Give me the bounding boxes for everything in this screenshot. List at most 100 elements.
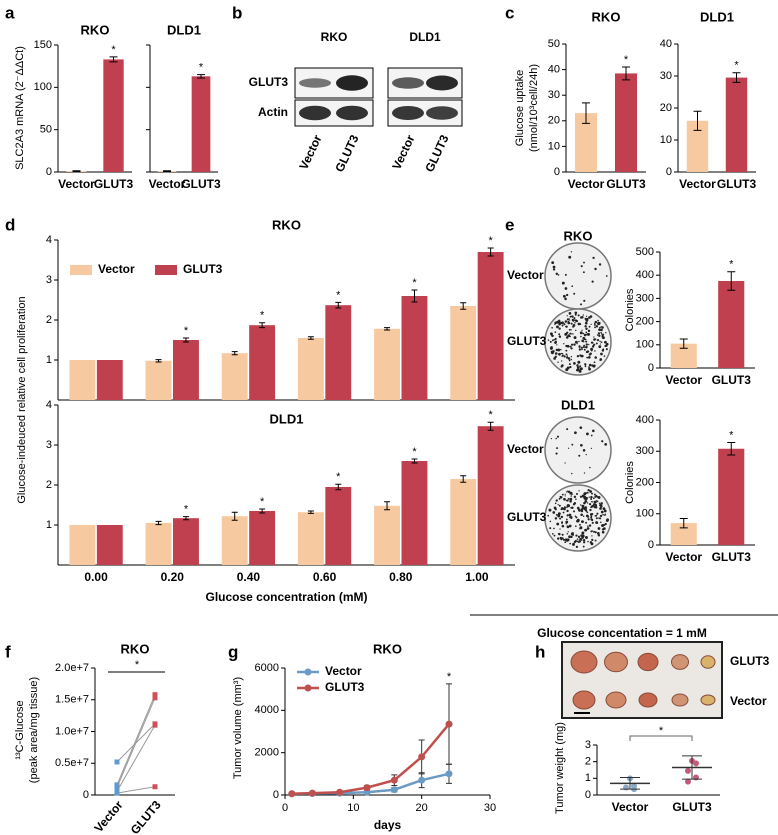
colony-dot [579, 365, 582, 368]
colony-dot [596, 339, 600, 342]
colony-dot [591, 512, 594, 516]
colony-dot [566, 344, 570, 348]
significance: * [184, 504, 189, 516]
colony-dot [571, 506, 574, 510]
bar [725, 77, 748, 172]
colony-dot [559, 348, 562, 351]
error-bar [732, 72, 741, 83]
y-tick-label: 1 [46, 519, 52, 531]
y-axis-label: ¹³C-Glucose [14, 700, 26, 759]
y-tick-label: 2 [585, 756, 591, 768]
colony-dot [587, 488, 590, 492]
colony-dot [604, 442, 608, 446]
colony-dot [598, 345, 602, 349]
colony-dot [584, 334, 587, 336]
significance: * [135, 659, 140, 671]
series-line [291, 772, 450, 795]
colony-dot [575, 498, 577, 500]
colony-dot [580, 504, 582, 506]
point [114, 759, 120, 765]
y-tick-label: 40 [548, 64, 560, 76]
x-tick-label: 0.40 [237, 570, 261, 584]
y-tick-label: 30 [548, 89, 560, 101]
colony-dot [603, 355, 606, 357]
colony-dot [600, 328, 603, 332]
colony-dot [587, 350, 590, 353]
colony-dot [573, 540, 577, 544]
pair-line [116, 697, 156, 788]
colony-dot [588, 366, 590, 369]
colony-dot [576, 519, 579, 523]
colony-dot [557, 361, 559, 363]
colony-dot [578, 540, 581, 543]
colony-dot [596, 499, 598, 502]
significance: * [184, 325, 189, 337]
band [426, 106, 458, 120]
colony-dot [569, 493, 571, 495]
y-tick-label: 50 [548, 38, 560, 50]
colony-dot [553, 534, 556, 537]
x-tick-label: GLUT3 [712, 550, 752, 564]
y-tick-label: 3 [585, 739, 591, 751]
colony-dot [574, 313, 577, 316]
colony-dot [579, 426, 583, 430]
error-bar [182, 516, 189, 521]
colony-dot [578, 369, 582, 373]
bar [145, 360, 172, 400]
colony-dot [567, 490, 569, 492]
colony-dot [562, 294, 566, 298]
y-tick-label: 2.0e+7 [55, 662, 89, 674]
panel-label: g [228, 642, 238, 661]
colony-dot [568, 535, 571, 539]
colony-dot [588, 363, 592, 367]
subplot-title: DLD1 [561, 397, 595, 412]
x-tick-label: 1.00 [465, 570, 489, 584]
colony-dot [593, 500, 597, 504]
lane-label: Vector [296, 132, 324, 171]
colony-dot [570, 322, 573, 325]
colony-dot [595, 506, 598, 509]
lane-label: GLUT3 [332, 132, 361, 174]
colony-dot [595, 494, 598, 498]
x-tick-label: 30 [484, 802, 496, 814]
colony-dot [601, 336, 605, 340]
colony-dot [584, 529, 586, 531]
colony-dot [600, 502, 603, 505]
colony-dot [569, 542, 571, 545]
blot-title: DLD1 [409, 30, 441, 44]
colony-dot [579, 316, 583, 319]
bar [173, 518, 199, 565]
colony-dot [569, 365, 572, 369]
colony-dot [581, 504, 585, 508]
colony-dot [573, 510, 576, 513]
colony-dot [570, 333, 572, 335]
colony-dot [552, 265, 556, 269]
colony-dot [594, 326, 596, 329]
error-bar [72, 170, 81, 173]
error-bar [163, 170, 171, 173]
colony-dot [585, 492, 587, 494]
bar [325, 305, 352, 400]
colony-dot [592, 256, 595, 260]
colony-dot [578, 490, 580, 492]
colony-dot [599, 326, 601, 329]
plate-label: Vector [507, 268, 544, 282]
colony-dot [590, 447, 593, 449]
y-tick-label: 2000 [255, 747, 279, 759]
colony-dot [572, 542, 575, 546]
colony-dot [568, 312, 572, 315]
error-bar [155, 520, 162, 526]
colony-dot [594, 503, 598, 507]
colony-dot [576, 364, 579, 367]
colony-dot [578, 523, 581, 526]
colony-dot [572, 333, 574, 335]
colony-dot [554, 352, 558, 355]
y-tick-label: 1 [46, 354, 52, 366]
error-bar [411, 458, 418, 464]
colony-dot [596, 512, 599, 515]
colony-dot [582, 449, 586, 452]
significance: * [659, 725, 664, 737]
colony-dot [589, 352, 592, 355]
colony-dot [585, 343, 588, 346]
colony-dot [600, 504, 603, 507]
